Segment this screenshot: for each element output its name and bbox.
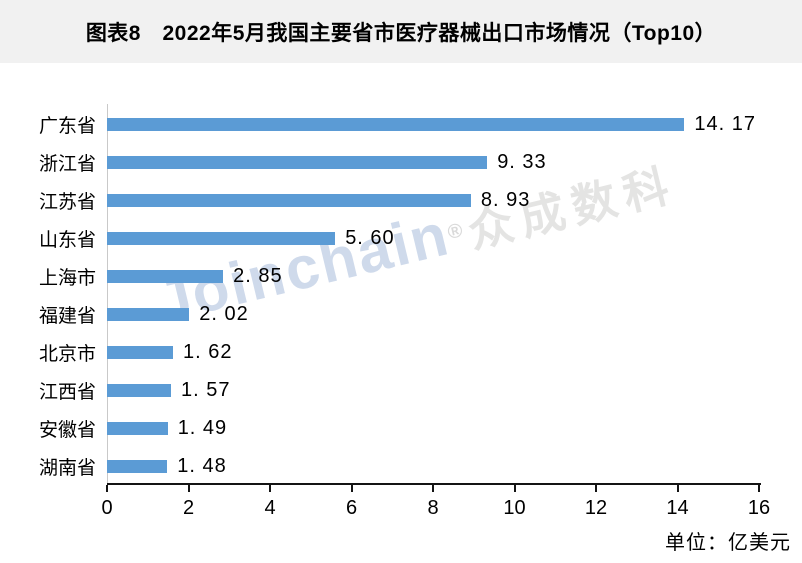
x-tick-label: 6 xyxy=(345,497,358,519)
bar-row: 上海市 2. 85 xyxy=(0,257,802,295)
value-label: 9. 33 xyxy=(497,150,547,173)
value-label: 1. 57 xyxy=(181,378,231,401)
chart-title-bar: 图表8 2022年5月我国主要省市医疗器械出口市场情况（Top10） xyxy=(0,0,802,63)
bar-row: 江苏省 8. 93 xyxy=(0,181,802,219)
bar xyxy=(107,117,685,131)
x-axis-line xyxy=(107,483,761,485)
bar xyxy=(107,383,171,397)
bar xyxy=(107,269,224,283)
bar xyxy=(107,155,488,169)
x-tick-mark xyxy=(513,485,516,492)
x-tick-label: 8 xyxy=(427,497,439,519)
category-label: 江西省 xyxy=(38,381,96,403)
bar-row: 江西省 1. 57 xyxy=(0,371,802,409)
value-label: 2. 02 xyxy=(199,302,249,325)
value-label: 2. 85 xyxy=(233,264,283,287)
value-label: 1. 49 xyxy=(177,416,228,439)
value-label: 1. 62 xyxy=(183,340,233,363)
category-label: 江苏省 xyxy=(38,191,96,213)
x-tick-mark xyxy=(187,485,190,492)
x-tick-label: 16 xyxy=(747,497,771,519)
x-tick-label: 4 xyxy=(264,497,276,519)
bar-row: 山东省 5. 60 xyxy=(0,219,802,257)
category-label: 湖南省 xyxy=(38,457,96,479)
bar-row: 北京市 1. 62 xyxy=(0,333,802,371)
x-tick-mark xyxy=(269,485,271,492)
x-tick-mark xyxy=(432,485,434,492)
value-label: 8. 93 xyxy=(480,188,531,211)
bar-row: 福建省 2. 02 xyxy=(0,295,802,333)
unit-label: 单位：亿美元 xyxy=(665,532,791,554)
y-axis-line xyxy=(107,104,108,485)
category-label: 北京市 xyxy=(38,343,96,365)
value-label: 14. 17 xyxy=(694,112,756,135)
x-tick-label: 10 xyxy=(503,497,526,519)
x-tick-mark xyxy=(106,485,108,492)
category-label: 浙江省 xyxy=(38,153,96,175)
category-label: 安徽省 xyxy=(38,419,96,441)
category-label: 福建省 xyxy=(38,305,96,327)
category-label: 山东省 xyxy=(38,229,96,251)
x-tick-mark xyxy=(758,485,760,492)
x-tick-label: 2 xyxy=(182,497,195,519)
bar-row: 浙江省 9. 33 xyxy=(0,143,802,181)
bar-row: 湖南省 1. 48 xyxy=(0,447,802,485)
x-tick-label: 0 xyxy=(101,497,113,519)
bar xyxy=(107,231,336,245)
bar xyxy=(107,345,173,359)
bar-rows: 广东省 14. 17 浙江省 9. 33 江苏省 8. 93 山东省 5. 60 上海市 2. 8… xyxy=(0,105,802,485)
chart-title: 图表8 2022年5月我国主要省市医疗器械出口市场情况（Top10） xyxy=(85,21,717,45)
x-tick-label: 12 xyxy=(584,497,608,519)
category-label: 上海市 xyxy=(38,267,96,289)
x-tick-label: 14 xyxy=(666,497,689,519)
bar-row: 安徽省 1. 49 xyxy=(0,409,802,447)
category-label: 广东省 xyxy=(38,115,96,137)
bar xyxy=(107,307,190,321)
x-tick-mark xyxy=(595,485,597,492)
value-label: 5. 60 xyxy=(345,226,395,249)
bar xyxy=(107,193,471,207)
x-tick-mark xyxy=(350,485,353,492)
bar xyxy=(107,421,168,435)
bar-row: 广东省 14. 17 xyxy=(0,105,802,143)
value-label: 1. 48 xyxy=(177,454,227,477)
x-tick-mark xyxy=(676,485,679,492)
bar xyxy=(107,459,168,473)
